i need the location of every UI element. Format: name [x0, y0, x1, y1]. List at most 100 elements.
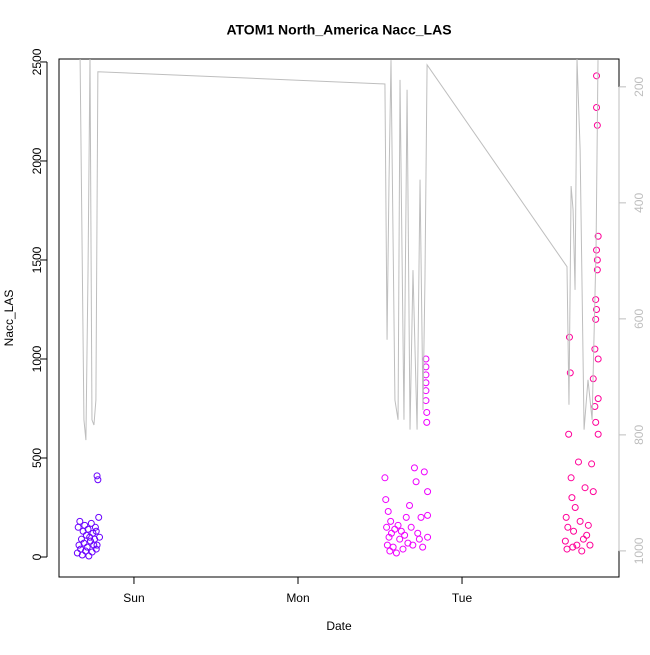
point: [76, 517, 84, 525]
point: [81, 521, 89, 529]
point: [84, 525, 92, 533]
y-tick-label: 0: [30, 553, 44, 560]
point: [424, 488, 432, 496]
point: [423, 418, 431, 426]
point: [592, 296, 600, 304]
point: [389, 543, 397, 551]
point: [391, 525, 399, 533]
x-axis-title: Date: [326, 619, 352, 633]
point: [396, 535, 404, 543]
point: [387, 517, 395, 525]
point: [422, 363, 430, 371]
point: [417, 513, 425, 521]
point: [87, 519, 95, 527]
point: [592, 418, 600, 426]
point: [397, 527, 405, 535]
point: [562, 513, 570, 521]
y2-tick-label: 1000: [632, 537, 646, 564]
point: [82, 547, 90, 555]
point: [92, 527, 100, 535]
y-tick-label: 2500: [30, 48, 44, 75]
point: [588, 460, 596, 468]
y-axis-title: Nacc_LAS: [2, 290, 16, 347]
point: [566, 369, 574, 377]
y-tick-label: 1500: [30, 246, 44, 273]
point: [394, 521, 402, 529]
point: [383, 523, 391, 531]
point: [564, 523, 572, 531]
point: [422, 355, 430, 363]
y-tick-label: 2000: [30, 147, 44, 174]
point: [594, 232, 602, 240]
point: [402, 513, 410, 521]
point: [592, 315, 600, 323]
point: [91, 523, 99, 531]
point: [581, 484, 589, 492]
point: [88, 548, 96, 556]
y2-tick-label: 600: [632, 309, 646, 329]
point: [422, 387, 430, 395]
point: [93, 541, 101, 549]
point: [406, 502, 414, 510]
point: [593, 266, 601, 274]
point: [568, 494, 576, 502]
point: [586, 541, 594, 549]
point: [593, 72, 601, 80]
y2-tick-label: 800: [632, 425, 646, 445]
point: [424, 511, 432, 519]
point: [576, 517, 584, 525]
point: [419, 543, 427, 551]
point: [410, 464, 418, 472]
point: [420, 468, 428, 476]
point: [589, 488, 597, 496]
point: [423, 408, 431, 416]
point: [574, 458, 582, 466]
point: [571, 503, 579, 511]
line-series: [79, 59, 599, 441]
point: [593, 305, 601, 313]
plot-box: [58, 58, 620, 578]
point: [383, 541, 391, 549]
point: [93, 472, 101, 480]
point: [401, 531, 409, 539]
point: [392, 549, 400, 557]
point: [95, 513, 103, 521]
y2-tick-label: 400: [632, 193, 646, 213]
point: [583, 531, 591, 539]
point: [563, 545, 571, 553]
point: [424, 533, 432, 541]
point: [594, 395, 602, 403]
point: [570, 527, 578, 535]
y2-tick-label: 200: [632, 77, 646, 97]
point: [422, 397, 430, 405]
y-tick-label: 500: [30, 448, 44, 468]
point: [92, 545, 100, 553]
point: [594, 430, 602, 438]
point: [96, 533, 104, 541]
point: [382, 496, 390, 504]
point: [384, 507, 392, 515]
point: [578, 547, 586, 555]
point: [94, 476, 102, 484]
point: [593, 256, 601, 264]
x-tick-label: Mon: [286, 591, 309, 605]
x-tick-label: Sun: [123, 591, 144, 605]
point: [381, 474, 389, 482]
point: [565, 430, 573, 438]
point: [584, 521, 592, 529]
y-tick-label: 1000: [30, 345, 44, 372]
point: [415, 535, 423, 543]
chart-title: ATOM1 North_America Nacc_LAS: [226, 22, 451, 38]
point: [386, 547, 394, 555]
point: [83, 543, 91, 551]
point: [593, 104, 601, 112]
x-tick-label: Tue: [452, 591, 473, 605]
point: [561, 537, 569, 545]
point: [407, 523, 415, 531]
point: [414, 529, 422, 537]
point: [579, 535, 587, 543]
point: [591, 403, 599, 411]
point: [399, 545, 407, 553]
point: [567, 474, 575, 482]
